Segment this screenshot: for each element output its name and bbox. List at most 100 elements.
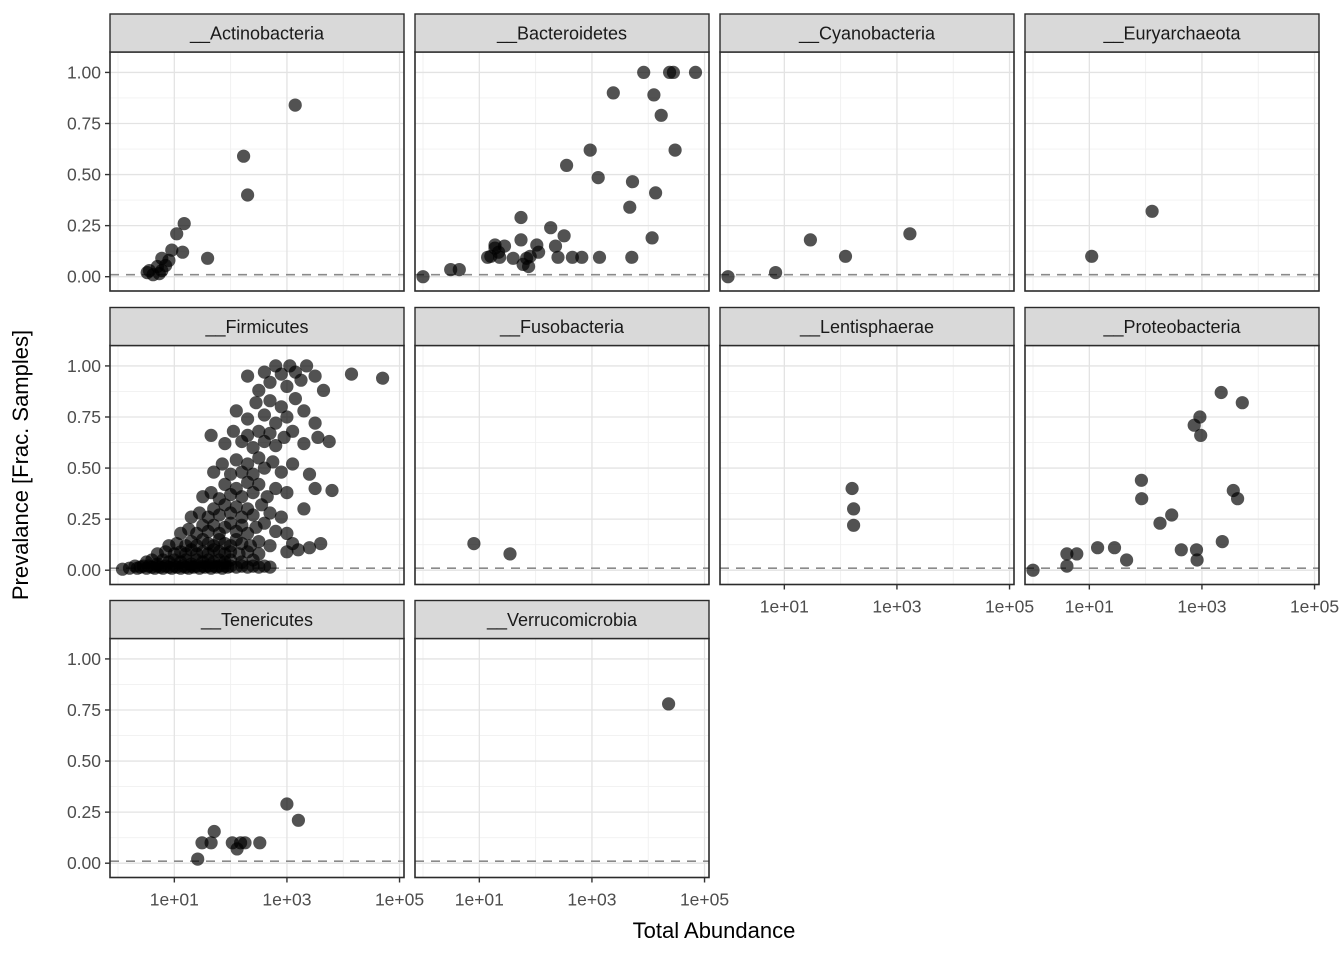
data-point [241, 188, 255, 202]
data-point [280, 797, 294, 811]
data-point [241, 428, 255, 442]
data-point [288, 98, 302, 112]
data-point [297, 502, 311, 516]
data-point [1070, 547, 1084, 561]
y-axis-tick-label: 1.00 [67, 356, 101, 376]
data-point [416, 270, 430, 284]
data-point [606, 86, 620, 100]
y-axis-tick-label: 0.75 [67, 700, 101, 720]
data-point [246, 508, 260, 522]
data-point [218, 477, 232, 491]
data-point [212, 508, 226, 522]
data-point [592, 250, 607, 264]
data-point [548, 239, 563, 253]
data-point [637, 65, 651, 79]
facet-strip-label: __Firmicutes [204, 317, 308, 338]
data-point [514, 210, 528, 225]
data-point [266, 455, 280, 469]
facet-strip [109, 306, 405, 347]
data-point [1060, 547, 1074, 561]
facet-strip [414, 599, 710, 640]
data-point [308, 416, 322, 430]
facet-panel: __Firmicutes 1.00 0.75 0.50 0.25 0.00 [67, 306, 405, 586]
data-point [1134, 473, 1148, 487]
data-point [302, 541, 317, 555]
facet-strip-label: __Actinobacteria [189, 24, 325, 45]
x-axis-tick-label: 1e+03 [567, 890, 616, 910]
data-point [803, 233, 818, 247]
data-point [257, 516, 271, 530]
facet-strip-label: __Proteobacteria [1102, 317, 1241, 338]
data-point [1190, 553, 1204, 567]
data-point [1120, 553, 1134, 567]
data-point [257, 408, 271, 422]
data-point [263, 375, 277, 389]
data-point [560, 158, 574, 172]
data-point [1193, 410, 1207, 424]
data-point [769, 266, 783, 280]
data-point [666, 65, 681, 79]
data-point [212, 492, 226, 506]
panel-background [415, 345, 709, 585]
data-point [207, 465, 221, 479]
x-axis-tick-label: 1e+01 [1065, 597, 1114, 617]
data-point [177, 217, 191, 231]
data-point [721, 270, 735, 284]
data-point [252, 547, 266, 561]
data-point [170, 227, 184, 241]
data-point [269, 524, 283, 539]
y-axis-tick-label: 0.75 [67, 113, 101, 133]
x-axis-tick-label: 1e+01 [150, 890, 199, 910]
data-point [1235, 396, 1249, 410]
data-point [522, 259, 536, 274]
data-point [302, 467, 317, 481]
data-point [847, 502, 861, 516]
data-point [316, 383, 331, 397]
data-point [294, 373, 308, 387]
data-point [1194, 428, 1208, 442]
data-point [252, 477, 266, 491]
data-point [249, 396, 263, 410]
data-point [252, 383, 266, 397]
data-point [314, 537, 328, 551]
data-point [252, 451, 266, 465]
data-point [246, 467, 260, 481]
data-point [625, 250, 639, 264]
data-point [625, 175, 640, 189]
data-point [165, 243, 179, 257]
data-point [274, 465, 288, 479]
data-point [201, 251, 215, 265]
data-point [269, 439, 283, 453]
data-point [195, 836, 209, 850]
data-point [280, 526, 294, 541]
facet-strip [719, 13, 1015, 53]
facet-strip [414, 13, 710, 53]
y-axis-tick-label: 0.00 [67, 267, 101, 287]
data-point [1085, 249, 1099, 263]
data-point [1145, 204, 1159, 218]
data-point [274, 510, 288, 524]
y-axis-tick-label: 0.75 [67, 407, 101, 427]
data-point [514, 233, 528, 247]
facet-strip-label: __Tenericutes [200, 610, 313, 631]
data-point [218, 437, 232, 451]
data-point [280, 410, 294, 424]
data-point [497, 239, 512, 253]
y-axis-tick-label: 0.25 [67, 216, 101, 236]
facet-panel: __Bacteroidetes [414, 13, 710, 292]
x-axis-tick-label: 1e+01 [455, 890, 504, 910]
x-axis-tick-label: 1e+03 [872, 597, 921, 617]
facet-strip [109, 599, 405, 640]
data-point [263, 560, 277, 574]
panel-background [720, 345, 1014, 585]
x-axis-tick-label: 1e+01 [760, 597, 809, 617]
data-point [229, 404, 243, 418]
data-point [838, 249, 853, 263]
data-point [229, 500, 243, 514]
data-point [551, 250, 565, 264]
facet-panel: __Cyanobacteria [719, 13, 1015, 292]
data-point [204, 836, 218, 850]
data-point [224, 467, 238, 481]
